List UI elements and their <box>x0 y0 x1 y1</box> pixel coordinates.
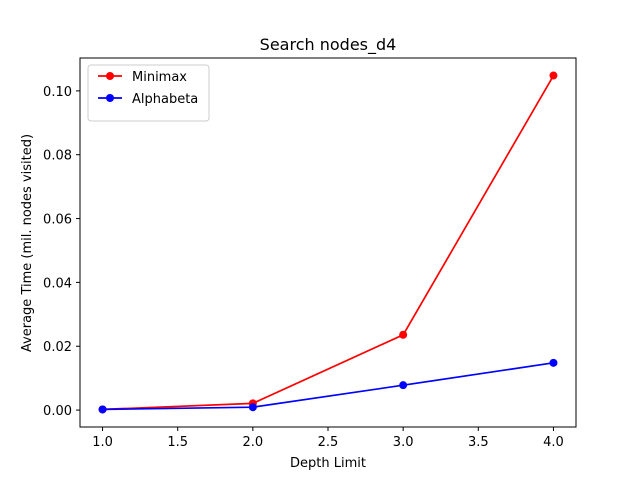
data-point-alphabeta <box>248 403 257 412</box>
legend-label-alphabeta: Alphabeta <box>132 92 198 107</box>
series-line-alphabeta <box>102 361 554 411</box>
y-tick-label: 0.08 <box>43 149 72 164</box>
data-point-minimax <box>549 71 558 80</box>
x-tick-label: 2.5 <box>318 435 339 450</box>
data-point-alphabeta <box>98 405 107 414</box>
y-axis-title: Average Time (mil. nodes visited) <box>20 134 35 352</box>
data-point-alphabeta <box>399 381 408 390</box>
plot-area <box>98 71 558 414</box>
y-tick-label: 0.02 <box>43 340 72 355</box>
legend-label-minimax: Minimax <box>132 70 187 85</box>
legend-box <box>87 64 210 122</box>
x-axis-title: Depth Limit <box>290 456 366 471</box>
x-tick-label: 1.0 <box>92 435 113 450</box>
axes: 1.0 1.5 2.0 2.5 3.0 3.5 4.0 0.00 0.02 0.04 0.06 0.0… <box>43 57 577 450</box>
y-tick-label: 0.06 <box>43 213 72 228</box>
x-tick-label: 3.5 <box>468 435 489 450</box>
x-tick-label: 2.0 <box>243 435 264 450</box>
x-tick-label: 4.0 <box>543 435 564 450</box>
data-point-minimax <box>399 330 408 339</box>
x-tick-label: 1.5 <box>167 435 188 450</box>
legend-marker-alphabeta <box>106 94 114 102</box>
chart-title: Search nodes_d4 <box>260 35 397 55</box>
y-tick-label: 0.10 <box>43 85 72 100</box>
x-tick-label: 3.0 <box>393 435 414 450</box>
legend-marker-minimax <box>106 72 114 80</box>
legend: Minimax Alphabeta <box>87 64 210 122</box>
y-tick-label: 0.00 <box>43 404 72 419</box>
y-tick-label: 0.04 <box>43 276 72 291</box>
data-point-alphabeta <box>549 358 558 367</box>
series-line-minimax <box>102 75 555 411</box>
